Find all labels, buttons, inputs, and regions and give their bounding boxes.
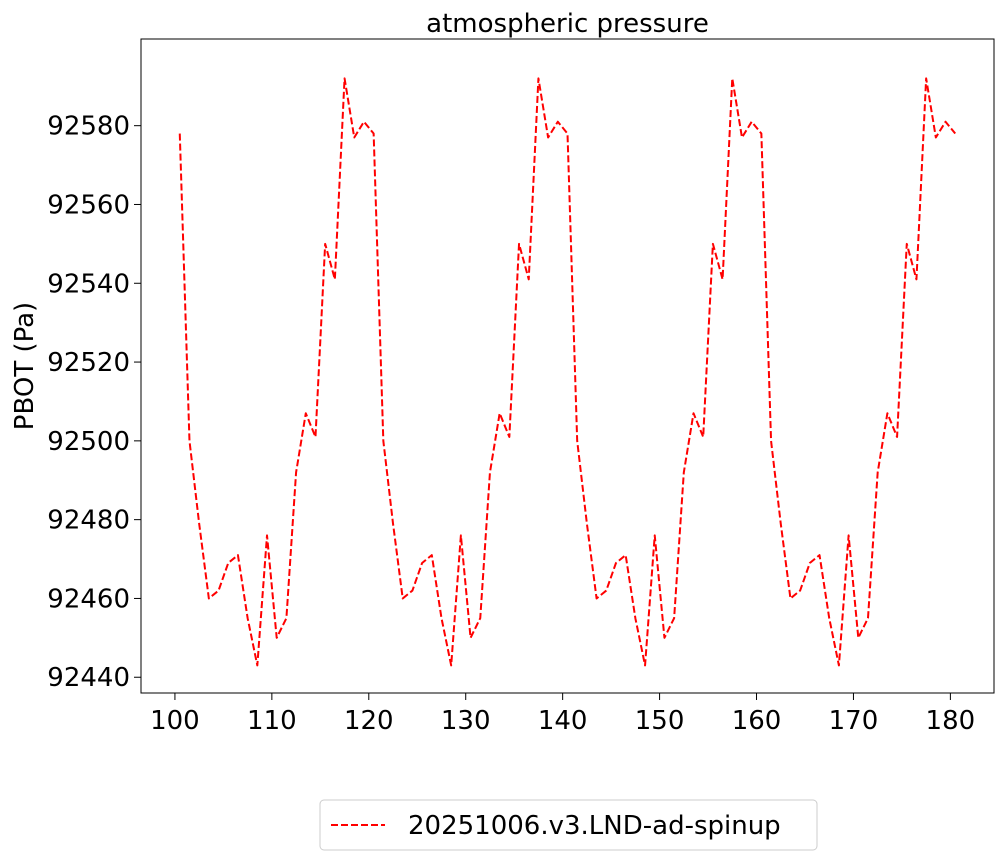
y-axis-label-group: PBOT (Pa) — [10, 302, 40, 430]
y-tick-label: 92560 — [47, 190, 130, 220]
x-tick-label: 170 — [829, 706, 879, 736]
y-axis-label: PBOT (Pa) — [10, 302, 40, 430]
y-tick-label: 92500 — [47, 427, 130, 457]
x-tick-label: 150 — [635, 706, 685, 736]
x-tick-label: 120 — [344, 706, 394, 736]
x-tick-label: 100 — [150, 706, 200, 736]
y-tick-label: 92540 — [47, 269, 130, 299]
x-tick-label: 160 — [732, 706, 782, 736]
x-tick-label: 180 — [926, 706, 976, 736]
y-tick-label: 92460 — [47, 584, 130, 614]
y-tick-label: 92480 — [47, 506, 130, 536]
axis-ticks: 100 110 120 130 140 150 160 170 180 92440 92460 924… — [47, 112, 975, 736]
series-layer — [178, 77, 957, 667]
y-tick-label: 92520 — [47, 348, 130, 378]
legend-box — [319, 799, 818, 851]
plot-frame — [140, 38, 995, 694]
y-tick-label: 92580 — [47, 112, 130, 142]
chart-title: atmospheric pressure — [426, 9, 709, 39]
legend: 20251006.v3.LND-ad-spinup — [319, 799, 818, 851]
series-line — [178, 77, 957, 667]
x-tick-label: 140 — [538, 706, 588, 736]
x-tick-label: 130 — [441, 706, 491, 736]
legend-label: 20251006.v3.LND-ad-spinup — [408, 811, 781, 841]
y-tick-label: 92440 — [47, 663, 130, 693]
x-tick-label: 110 — [247, 706, 297, 736]
